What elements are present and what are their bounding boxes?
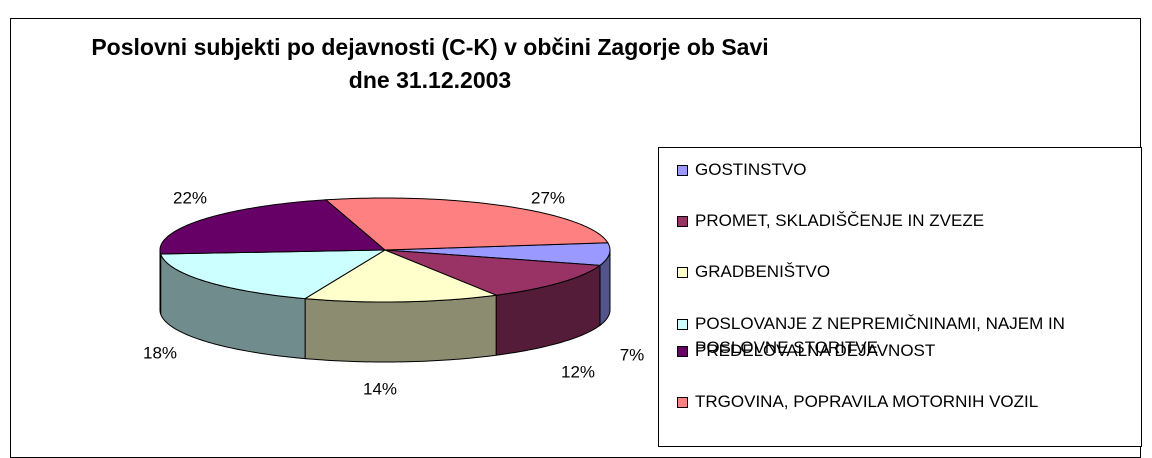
pie-tops [159, 197, 611, 303]
legend-swatch [677, 267, 688, 278]
legend-label: GRADBENIŠTVO [695, 262, 831, 281]
pie-slice [384, 249, 602, 296]
data-label: 7% [620, 345, 645, 364]
legend-entry: PREDELOVALNA DEJAVNOST [677, 339, 1135, 363]
chart: Poslovni subjekti po dejavnosti (C-K) v … [91, 34, 768, 398]
pie-side [304, 294, 497, 363]
page: {"chart_data": {"type": "pie3d", "title"… [10, 18, 1142, 458]
legend-swatch [677, 165, 688, 176]
pie-slice [159, 199, 387, 255]
legend-label: POSLOVANJE Z NEPREMIČNINAMI, NAJEM IN PO… [695, 314, 1065, 357]
pie-sides [159, 249, 611, 363]
chart-subtitle: dne 31.12.2003 [349, 67, 511, 93]
data-label: 14% [363, 379, 397, 398]
legend-entry: GOSTINSTVO [677, 158, 1135, 182]
legend-entry: POSLOVANJE Z NEPREMIČNINAMI, NAJEM IN PO… [677, 312, 1135, 360]
legend-label: PROMET, SKLADIŠČENJE IN ZVEZE [695, 211, 985, 230]
legend-entry: PROMET, SKLADIŠČENJE IN ZVEZE [677, 209, 1135, 233]
legend-swatch [677, 346, 688, 357]
legend-swatch [677, 319, 688, 330]
data-label: 27% [531, 188, 565, 207]
legend-label: PREDELOVALNA DEJAVNOST [695, 341, 936, 360]
legend-swatch [677, 397, 688, 408]
data-label: 18% [143, 343, 177, 362]
legend-label: TRGOVINA, POPRAVILA MOTORNIH VOZIL [695, 392, 1039, 411]
chart-title: Poslovni subjekti po dejavnosti (C-K) v … [91, 34, 768, 60]
data-label: 12% [561, 362, 595, 381]
pie-slice [324, 197, 609, 251]
pie-side [159, 249, 162, 315]
pie-slice [159, 249, 387, 300]
legend: GOSTINSTVO PROMET, SKLADIŠČENJE IN ZVEZE G… [658, 147, 1142, 447]
legend-swatch [677, 216, 688, 227]
pie-slice [303, 249, 499, 303]
legend-entry: TRGOVINA, POPRAVILA MOTORNIH VOZIL [677, 390, 1135, 414]
data-label: 22% [173, 188, 207, 207]
legend-entry: GRADBENIŠTVO [677, 260, 1135, 284]
legend-label: GOSTINSTVO [695, 160, 807, 179]
